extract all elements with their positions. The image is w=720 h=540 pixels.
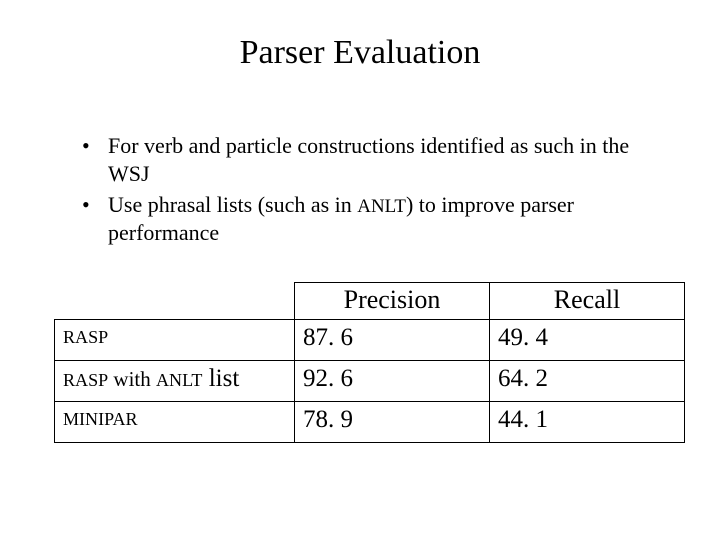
recall-cell: 44. 1 — [490, 402, 685, 443]
precision-cell: 92. 6 — [295, 361, 490, 402]
recall-cell: 49. 4 — [490, 320, 685, 361]
row-label: RASP — [55, 320, 295, 361]
bullet-text-pre: Use phrasal lists (such as in — [108, 192, 357, 217]
row-label-sc2: ANLT — [156, 370, 202, 390]
precision-cell: 87. 6 — [295, 320, 490, 361]
table-header-empty — [55, 283, 295, 320]
row-label-mid: with — [108, 367, 156, 391]
row-label: RASP with ANLT list — [55, 361, 295, 402]
row-label-sc: RASP — [63, 370, 108, 390]
recall-cell: 64. 2 — [490, 361, 685, 402]
row-label: MINIPAR — [55, 402, 295, 443]
table-row: MINIPAR 78. 9 44. 1 — [55, 402, 685, 443]
results-table: Precision Recall RASP 87. 6 49. 4 RASP w… — [54, 282, 685, 443]
bullet-item: For verb and particle constructions iden… — [82, 132, 670, 187]
table-header-recall: Recall — [490, 283, 685, 320]
bullet-item: Use phrasal lists (such as in ANLT) to i… — [82, 191, 670, 246]
table-row: RASP with ANLT list 92. 6 64. 2 — [55, 361, 685, 402]
row-label-sc: MINIPAR — [63, 409, 138, 429]
row-label-sc: RASP — [63, 327, 108, 347]
precision-cell: 78. 9 — [295, 402, 490, 443]
bullet-list: For verb and particle constructions iden… — [82, 132, 670, 246]
slide: Parser Evaluation For verb and particle … — [0, 0, 720, 540]
table-header-row: Precision Recall — [55, 283, 685, 320]
slide-title: Parser Evaluation — [50, 34, 670, 72]
row-label-tail: list — [202, 365, 239, 392]
table-row: RASP 87. 6 49. 4 — [55, 320, 685, 361]
bullet-text-sc: ANLT — [357, 196, 406, 217]
table-header-precision: Precision — [295, 283, 490, 320]
bullet-text: For verb and particle constructions iden… — [108, 133, 629, 186]
